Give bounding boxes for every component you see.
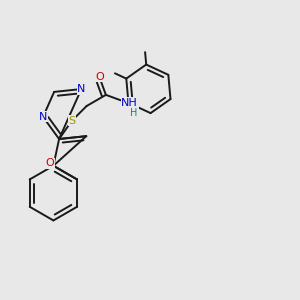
- Text: N: N: [77, 84, 86, 94]
- Text: N: N: [39, 112, 47, 122]
- Text: O: O: [95, 72, 104, 82]
- Text: O: O: [46, 158, 54, 168]
- Text: NH: NH: [121, 98, 138, 108]
- Text: S: S: [68, 116, 75, 126]
- Text: H: H: [130, 108, 138, 118]
